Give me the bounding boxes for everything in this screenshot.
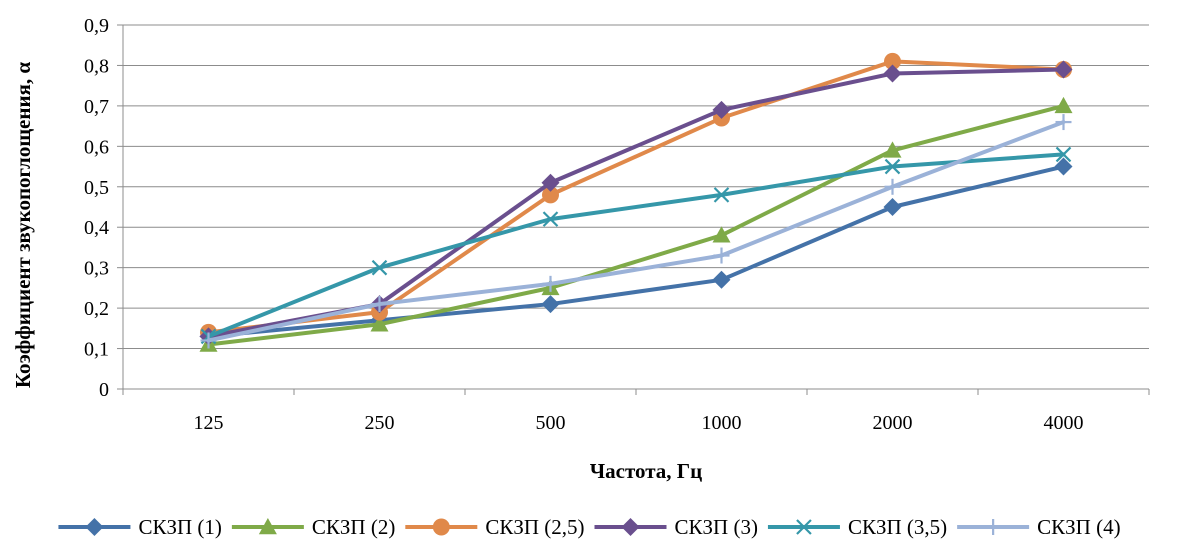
legend-label: СКЗП (3,5)	[848, 515, 947, 539]
marker-stroke	[1055, 146, 1072, 163]
data-point	[884, 158, 901, 175]
legend-label: СКЗП (4)	[1037, 515, 1120, 539]
data-point	[1054, 96, 1073, 114]
legend-label: СКЗП (2)	[312, 515, 395, 539]
series-4	[199, 60, 1073, 346]
data-point	[713, 247, 730, 264]
series-2	[199, 96, 1073, 352]
legend-item: СКЗП (2,5)	[405, 515, 585, 539]
legend-item: СКЗП (3)	[594, 515, 758, 539]
data-point	[370, 315, 389, 332]
series-6	[200, 114, 1072, 349]
legend-label: СКЗП (2,5)	[485, 515, 584, 539]
data-point	[1055, 114, 1072, 131]
legend-marker	[432, 518, 450, 536]
series-lines	[199, 52, 1073, 352]
data-point	[200, 332, 217, 349]
series-line	[206, 152, 1066, 339]
legend-item: СКЗП (3,5)	[767, 515, 947, 539]
legend: СКЗП (1) СКЗП (2) СКЗП (2,5) СКЗП (3) СКЗП (…	[58, 515, 1121, 539]
y-tick-label: 0,8	[84, 55, 109, 77]
series-5	[200, 146, 1072, 345]
axes	[117, 24, 1150, 395]
gridlines	[123, 24, 1149, 350]
legend-marker	[621, 518, 640, 536]
y-tick-label: 0,9	[84, 15, 109, 37]
data-point	[883, 198, 902, 216]
data-point	[883, 64, 902, 83]
data-point	[1054, 60, 1073, 79]
data-point	[542, 186, 559, 204]
x-tick-labels: 125 250 500 1000 2000 4000	[194, 412, 1084, 434]
y-tick-label: 0,7	[84, 96, 109, 118]
marker-stroke	[713, 187, 730, 203]
data-point	[712, 270, 731, 289]
series-line	[206, 59, 1066, 335]
data-point	[1055, 146, 1072, 163]
data-point	[541, 173, 560, 192]
y-tick-label: 0,4	[84, 217, 109, 239]
data-point	[713, 187, 730, 203]
series-line	[206, 164, 1066, 339]
data-point	[542, 275, 559, 292]
data-point	[884, 52, 901, 70]
marker-stroke	[884, 158, 901, 175]
x-tick-label: 500	[536, 412, 566, 434]
y-tick-label: 0,1	[84, 339, 109, 361]
data-point	[712, 100, 731, 119]
legend-label: СКЗП (1)	[138, 515, 221, 539]
series-line	[206, 67, 1066, 339]
legend-label: СКЗП (3)	[675, 515, 758, 539]
legend-marker	[796, 519, 812, 535]
legend-marker	[985, 519, 1002, 535]
data-point	[1054, 157, 1073, 176]
y-tick-labels: 0 0,1 0,2 0,3 0,4 0,5 0,6 0,7 0,8 0,9	[84, 15, 109, 401]
legend-marker	[258, 518, 277, 535]
legend-item: СКЗП (2)	[231, 515, 395, 539]
data-point	[883, 141, 902, 158]
y-tick-label: 0	[99, 379, 109, 401]
y-tick-label: 0,6	[84, 136, 109, 158]
data-point	[541, 295, 560, 314]
x-tick-label: 2000	[873, 412, 913, 434]
data-point	[712, 226, 731, 243]
x-tick-label: 250	[365, 412, 395, 434]
y-axis-title: Коэффициент звукопоглощения, α	[11, 62, 35, 389]
series-line	[206, 120, 1066, 343]
y-tick-label: 0,5	[84, 177, 109, 199]
legend-item: СКЗП (1)	[58, 515, 222, 539]
x-tick-label: 4000	[1044, 412, 1084, 434]
y-tick-label: 0,3	[84, 258, 109, 280]
data-point	[542, 211, 559, 227]
legend-marker	[85, 518, 104, 536]
y-tick-label: 0,2	[84, 298, 109, 320]
marker-stroke	[796, 519, 812, 535]
marker-stroke	[371, 259, 388, 276]
x-axis-title: Частота, Гц	[590, 459, 703, 483]
x-tick-label: 1000	[702, 412, 742, 434]
x-tick-label: 125	[194, 412, 224, 434]
legend-item: СКЗП (4)	[957, 515, 1121, 539]
data-point	[884, 178, 901, 195]
data-point	[371, 296, 388, 313]
series-line	[206, 103, 1066, 347]
marker-stroke	[542, 211, 559, 227]
data-point	[371, 259, 388, 276]
